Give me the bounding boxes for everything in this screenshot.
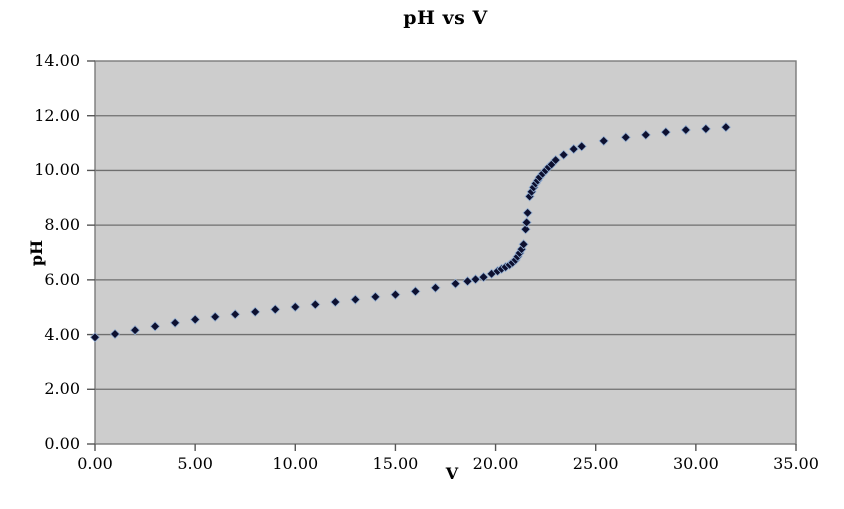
x-tick-label: 25.00 xyxy=(572,454,619,473)
y-tick-label: 14.00 xyxy=(34,51,80,70)
data-point xyxy=(230,309,241,320)
data-point xyxy=(190,314,201,325)
data-point xyxy=(310,299,321,310)
data-point xyxy=(129,325,141,336)
data-point xyxy=(170,317,181,328)
x-tick-label: 20.00 xyxy=(472,454,519,473)
data-point xyxy=(522,207,533,218)
y-tick-label: 8.00 xyxy=(44,215,80,235)
data-point xyxy=(558,149,569,160)
data-point xyxy=(470,274,481,285)
plot-border xyxy=(94,60,797,445)
data-point xyxy=(109,328,121,340)
data-point xyxy=(680,124,691,136)
y-tick-label: 6.00 xyxy=(44,269,80,289)
x-tick-label: 10.00 xyxy=(272,454,319,473)
data-point xyxy=(700,123,711,134)
y-tick-label: 10.00 xyxy=(34,160,80,180)
x-axis-title: V xyxy=(445,464,459,483)
x-tick-label: 5.00 xyxy=(177,454,213,473)
data-point xyxy=(250,306,261,317)
data-point xyxy=(462,276,473,287)
data-point xyxy=(450,278,461,289)
data-point xyxy=(640,129,651,140)
data-point xyxy=(720,122,731,133)
chart-title: pH vs V xyxy=(403,7,488,29)
data-point xyxy=(568,144,579,155)
data-point xyxy=(520,224,531,235)
data-point xyxy=(410,286,421,297)
x-tick-label: 15.00 xyxy=(372,454,419,473)
data-point xyxy=(478,272,489,283)
data-point xyxy=(521,217,532,228)
data-point xyxy=(89,332,101,343)
data-point xyxy=(210,311,221,322)
data-point xyxy=(620,132,631,143)
data-point xyxy=(330,296,341,308)
data-point xyxy=(350,294,361,305)
data-point xyxy=(576,141,587,152)
y-tick-label: 2.00 xyxy=(44,379,80,399)
data-point xyxy=(390,289,401,300)
data-point xyxy=(518,239,529,250)
data-point xyxy=(290,301,301,313)
x-tick-label: 0.00 xyxy=(77,454,113,473)
y-tick-label: 0.00 xyxy=(44,434,80,453)
x-tick-label: 30.00 xyxy=(672,454,719,473)
data-point xyxy=(550,154,561,166)
x-tick-label: 35.00 xyxy=(773,454,819,473)
data-point xyxy=(430,282,441,293)
data-point xyxy=(270,304,281,315)
data-point xyxy=(370,291,381,302)
data-point xyxy=(598,135,609,146)
y-tick-label: 12.00 xyxy=(34,105,80,125)
data-point xyxy=(150,321,161,332)
y-tick-label: 4.00 xyxy=(44,324,80,344)
plot-area xyxy=(95,61,796,444)
data-point xyxy=(660,127,671,138)
